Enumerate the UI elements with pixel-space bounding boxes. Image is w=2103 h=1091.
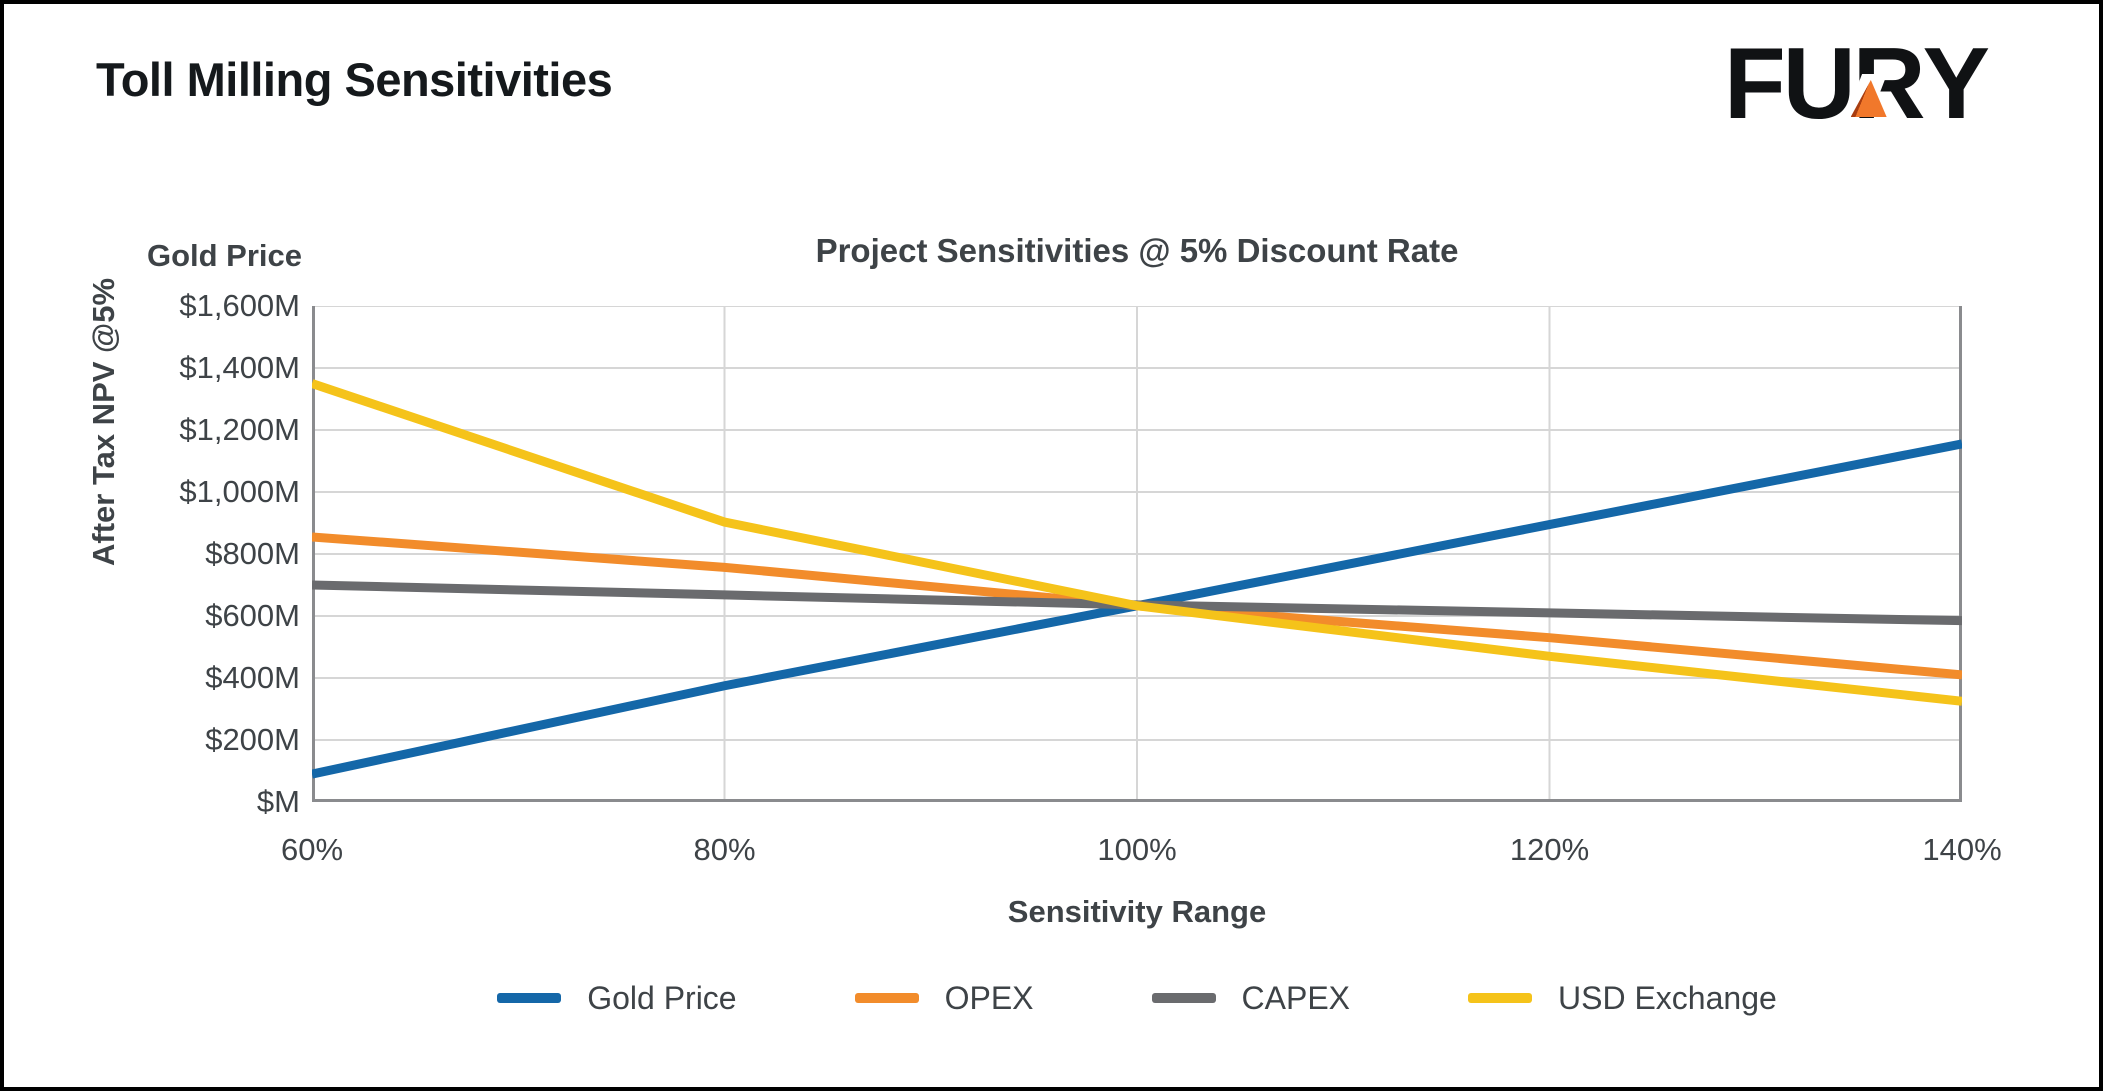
x-tick-label: 80% [693,832,756,867]
x-tick-label: 100% [1097,832,1177,867]
y-tick-label: $1,200M [179,412,300,447]
logo-letter-y: Y [1922,28,1990,140]
y-tick-label: $600M [205,598,300,633]
legend-label: CAPEX [1241,979,1350,1016]
page-title: Toll Milling Sensitivities [96,53,613,106]
legend-label: USD Exchange [1558,979,1777,1016]
y-tick-label: $1,400M [179,350,300,385]
legend-label: OPEX [944,979,1034,1016]
y-tick-label: $400M [205,660,300,695]
series-line-usd-exchange [312,379,1962,706]
legend-item-usd-exchange: USD Exchange [1468,980,1777,1017]
fury-logo: F U R Y [1724,28,1990,140]
legend-item-gold-price: Gold Price [497,979,737,1017]
x-tick-label: 120% [1509,832,1590,867]
legend-swatch-icon [497,993,562,1003]
y-tick-label: $1,000M [179,474,300,509]
x-tick-label: 60% [280,832,344,867]
plot-area [312,306,1962,802]
legend-item-capex: CAPEX [1151,979,1350,1017]
gold-price-axis-note: Gold Price [146,238,302,273]
logo-letter-u: U [1782,28,1856,140]
chart-title: Project Sensitivities @ 5% Discount Rate [815,232,1459,269]
legend-label: Gold Price [587,979,737,1016]
x-tick-label: 140% [1922,832,2002,867]
legend-swatch-icon [1468,993,1532,1003]
logo-letter-f: F [1724,28,1786,140]
y-tick-label: $200M [205,722,300,757]
legend-swatch-icon [854,993,919,1003]
chart-legend: Gold Price OPEX CAPEX USD Exchange [312,970,1962,1026]
legend-item-opex: OPEX [854,979,1034,1017]
y-tick-label: $1,600M [179,288,300,323]
x-axis-title: Sensitivity Range [1007,894,1267,929]
y-tick-label: $M [256,784,300,819]
y-tick-label: $800M [205,536,300,571]
axis-frame [312,306,1962,802]
logo-letter-r: R [1845,32,1926,136]
legend-swatch-icon [1151,993,1216,1003]
